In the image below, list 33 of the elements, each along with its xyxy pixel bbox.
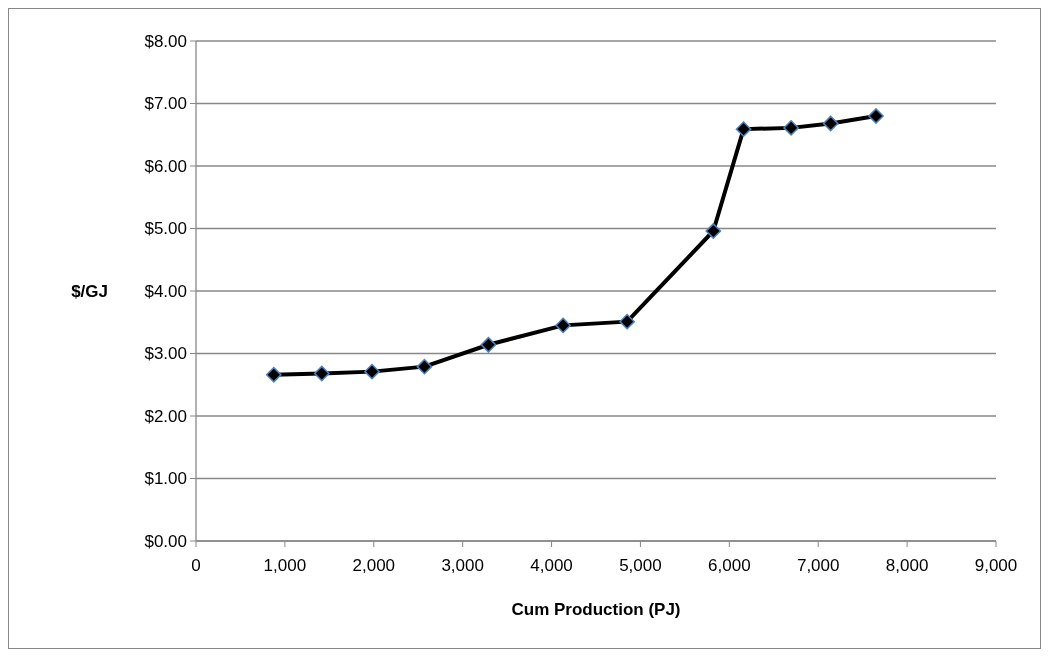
- point: [265, 366, 282, 383]
- point: [783, 119, 799, 136]
- y-tick-label: $5.00: [144, 219, 187, 239]
- point: [555, 317, 571, 334]
- y-tick-label: $0.00: [144, 531, 187, 551]
- x-axis-title: Cum Production (PJ): [511, 600, 681, 619]
- x-tick-label: 2,000: [352, 556, 396, 575]
- y-tick-label: $4.00: [144, 281, 187, 301]
- y-tick-label: $7.00: [144, 94, 187, 114]
- point: [416, 358, 433, 375]
- point: [480, 336, 497, 353]
- y-tick-label: $1.00: [144, 469, 187, 489]
- x-tick-label: 9,000: [974, 556, 1018, 575]
- x-tick-label: 0: [191, 556, 201, 575]
- y-tick-label: $8.00: [144, 31, 187, 51]
- point: [705, 223, 722, 239]
- point: [822, 115, 839, 132]
- y-tick-label: $6.00: [144, 156, 187, 176]
- x-tick-label: 5,000: [619, 556, 662, 575]
- x-tick-label: 8,000: [885, 556, 929, 575]
- x-tick-label: 3,000: [441, 556, 484, 575]
- y-axis-title: $/GJ: [71, 281, 108, 301]
- x-tick-label: 7,000: [796, 556, 840, 575]
- point: [313, 365, 330, 382]
- point: [364, 363, 380, 380]
- point: [868, 108, 884, 124]
- y-tick-label: $3.00: [144, 344, 187, 364]
- point: [619, 313, 635, 330]
- x-tick-label: 1,000: [263, 556, 307, 575]
- x-tick-label: 4,000: [530, 556, 573, 575]
- x-tick-label: 6,000: [708, 556, 751, 575]
- y-tick-label: $2.00: [144, 406, 187, 426]
- point: [735, 121, 752, 138]
